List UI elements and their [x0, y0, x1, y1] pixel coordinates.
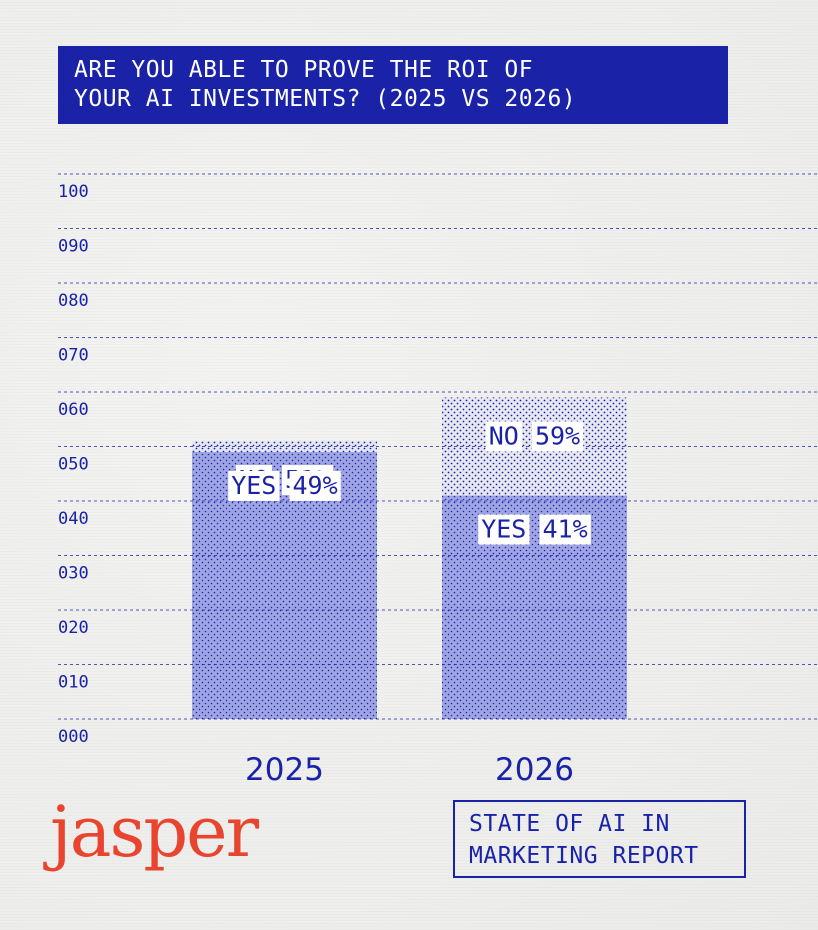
bar-segment-yes-2026	[442, 495, 627, 719]
chart-title: ARE YOU ABLE TO PROVE THE ROI OF YOUR AI…	[58, 46, 728, 124]
data-label-no-2026: NO 59%	[485, 421, 584, 452]
y-tick-label-100: 100	[58, 182, 89, 202]
data-label-text: 41%	[543, 515, 588, 544]
y-tick-label-050: 050	[58, 455, 89, 475]
jasper-logo: jasper	[50, 791, 259, 873]
data-label-text: 59%	[535, 421, 580, 450]
data-label-plate	[228, 470, 280, 501]
data-label-text: YES	[481, 515, 526, 544]
data-label-plate	[478, 514, 530, 545]
data-label-text: 49%	[293, 471, 338, 500]
report-label: STATE OF AI IN MARKETING REPORT	[453, 800, 746, 878]
data-label-text: NO	[489, 421, 519, 450]
data-label-text: YES	[231, 471, 276, 500]
report-label-line-2: MARKETING REPORT	[469, 843, 699, 869]
y-tick-label-010: 010	[58, 673, 89, 693]
y-tick-label-080: 080	[58, 291, 89, 311]
y-tick-label-030: 030	[58, 564, 89, 584]
data-label-yes-2026: YES 41%	[478, 514, 591, 545]
x-tick-label-2026: 2026	[495, 752, 574, 788]
report-label-line-1: STATE OF AI IN	[469, 811, 670, 837]
chart-title-line-1: ARE YOU ABLE TO PROVE THE ROI OF	[74, 57, 534, 83]
data-label-yes-2025: YES 49%	[228, 470, 341, 501]
y-tick-label-090: 090	[58, 237, 89, 257]
x-tick-label-2025: 2025	[245, 752, 324, 788]
chart-title-line-2: YOUR AI INVESTMENTS? (2025 VS 2026)	[74, 86, 577, 112]
y-tick-label-060: 060	[58, 400, 89, 420]
bar-segment-yes-2025	[192, 451, 377, 719]
data-label-plate	[289, 470, 341, 501]
y-tick-label-020: 020	[58, 618, 89, 638]
y-tick-label-040: 040	[58, 509, 89, 529]
data-label-plate	[539, 514, 591, 545]
y-tick-label-070: 070	[58, 346, 89, 366]
y-tick-label-000: 000	[58, 727, 89, 747]
data-label-plate	[485, 421, 522, 452]
data-label-plate	[531, 421, 584, 452]
